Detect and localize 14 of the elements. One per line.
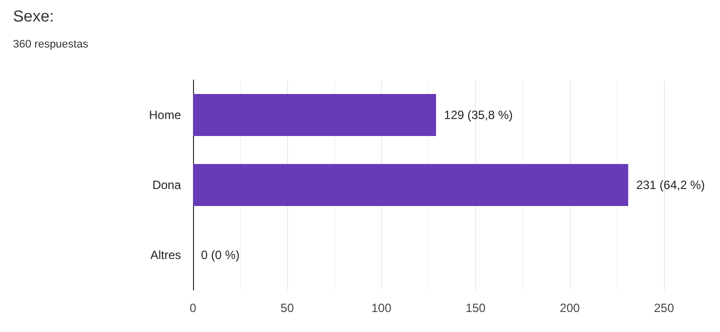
text: Sexe:: [13, 8, 54, 26]
x-tick-label: 250: [654, 301, 674, 315]
y-tick-label: Dona: [152, 178, 182, 192]
text: 360 respuestas: [13, 38, 89, 50]
x-tick-label: 100: [371, 301, 392, 315]
data-label: 129 (35,8 %): [444, 108, 513, 122]
y-tick-label: Altres: [150, 248, 181, 262]
data-label: 231 (64,2 %): [636, 178, 705, 192]
y-tick-label: Home: [148, 108, 182, 122]
x-tick-label: 50: [280, 301, 294, 315]
x-tick-label: 0: [190, 301, 197, 315]
x-tick-label: 200: [560, 301, 580, 315]
data-label: 0 (0 %): [201, 248, 240, 262]
x-tick-label: 150: [466, 301, 486, 315]
